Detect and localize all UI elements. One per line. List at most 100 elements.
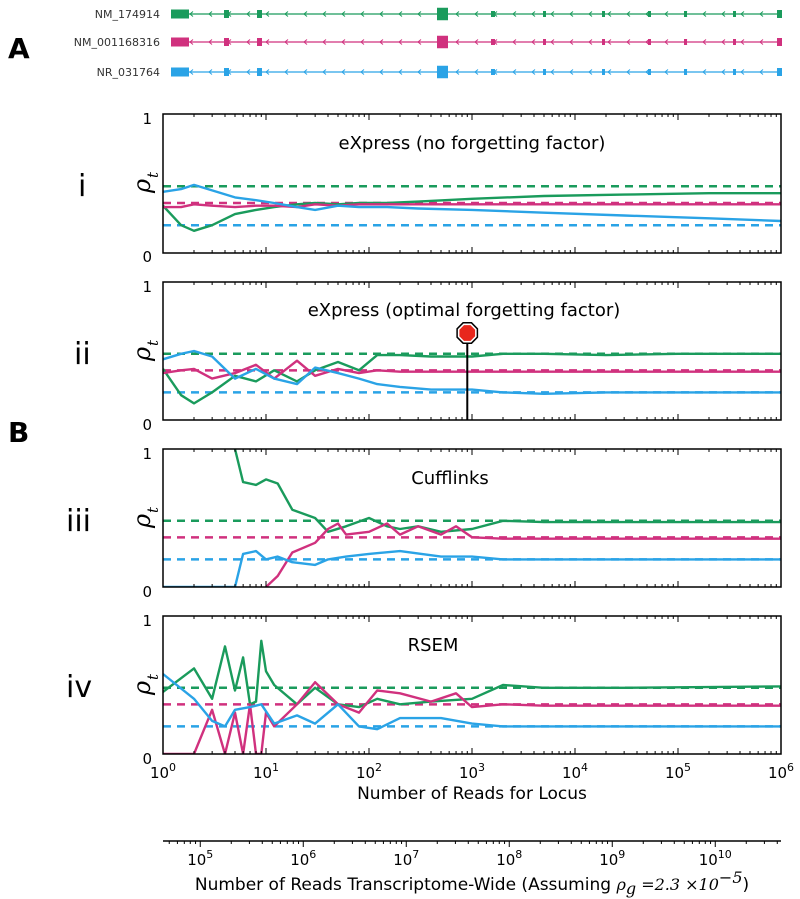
transcript-1: NM_001168316 <box>74 35 782 49</box>
strand-arrow <box>721 39 726 45</box>
y-label-symbol: ρ <box>128 179 156 194</box>
strand-arrow <box>759 11 764 17</box>
strand-arrow <box>398 11 403 17</box>
strand-arrow <box>455 69 460 75</box>
formula-exponent: −5 <box>719 868 743 887</box>
exon-block <box>733 69 736 75</box>
stop-sign-icon <box>459 325 476 341</box>
exon-block <box>224 10 229 18</box>
strand-arrow <box>379 69 384 75</box>
y-axis-label: ρ t <box>128 171 162 194</box>
series-group <box>163 449 781 587</box>
y-tick-label-bottom: 0 <box>142 750 152 768</box>
strand-arrow <box>664 39 669 45</box>
strand-arrow <box>417 69 422 75</box>
strand-arrow <box>303 69 308 75</box>
x-tick-label: 107 <box>393 848 419 869</box>
plot-area <box>162 615 782 755</box>
strand-arrow <box>569 39 574 45</box>
strand-arrow <box>208 69 213 75</box>
tick-base: 10 <box>150 764 169 782</box>
tick-exponent: 5 <box>684 761 691 774</box>
exon-block <box>733 39 736 45</box>
strand-arrow <box>455 11 460 17</box>
panel-iv: iv ρ t 1 0 RSEM <box>66 612 782 768</box>
locus-x-axis-label: Number of Reads for Locus <box>357 784 587 804</box>
tick-exponent: 5 <box>206 848 213 861</box>
panel-title: RSEM <box>408 635 459 656</box>
strand-arrow <box>664 11 669 17</box>
y-tick-label-top: 1 <box>142 445 152 463</box>
y-label-subscript: t <box>144 673 162 680</box>
strand-arrow <box>474 69 479 75</box>
y-axis-label: ρ t <box>128 339 162 362</box>
strand-arrow <box>322 39 327 45</box>
formula-symbol: ρ <box>615 875 626 894</box>
strand-arrow <box>360 39 365 45</box>
series-group <box>163 183 781 233</box>
formula-subscript: g <box>626 879 636 898</box>
strand-arrow <box>721 69 726 75</box>
strand-arrow <box>740 39 745 45</box>
x-tick-label: 106 <box>768 761 794 782</box>
strand-arrow <box>474 39 479 45</box>
transcriptome-x-axis-label: Number of Reads Transcriptome-Wide (Assu… <box>195 868 749 898</box>
exon-block <box>777 38 782 46</box>
exon-block <box>602 11 605 17</box>
y-label-subscript: t <box>144 339 162 346</box>
panel-number: iv <box>66 670 92 705</box>
strand-arrow <box>265 11 270 17</box>
exon-block <box>648 11 651 17</box>
strand-arrow <box>512 11 517 17</box>
strand-arrow <box>607 69 612 75</box>
exon-block <box>543 39 546 45</box>
strand-arrow <box>607 11 612 17</box>
panel-number: iii <box>66 504 91 539</box>
strand-arrow <box>721 11 726 17</box>
strand-arrow <box>531 39 536 45</box>
strand-arrow <box>588 11 593 17</box>
exon-block <box>648 69 651 75</box>
strand-arrow <box>208 39 213 45</box>
series-line <box>163 639 781 709</box>
gene-track <box>171 7 782 21</box>
exon-block <box>224 68 229 76</box>
exon-block <box>171 9 189 19</box>
y-axis-label: ρ t <box>128 506 162 529</box>
strand-arrow <box>379 11 384 17</box>
exon-block <box>733 11 736 17</box>
strand-arrow <box>303 11 308 17</box>
strand-arrow <box>379 39 384 45</box>
tick-base: 10 <box>562 764 581 782</box>
series-line <box>233 449 781 533</box>
exon-block <box>257 38 262 46</box>
x-tick-label: 100 <box>150 761 176 782</box>
strand-arrow <box>702 69 707 75</box>
tick-base: 10 <box>393 851 412 869</box>
strand-arrow <box>322 11 327 17</box>
strand-arrow <box>246 39 251 45</box>
y-tick-label-bottom: 0 <box>142 248 152 266</box>
y-tick-label-top: 1 <box>142 278 152 296</box>
x-tick-label: 102 <box>356 761 382 782</box>
series-line <box>163 191 781 233</box>
strand-arrow <box>607 39 612 45</box>
series-line <box>163 349 781 395</box>
series-line <box>163 673 781 731</box>
tick-base: 10 <box>253 764 272 782</box>
panel-title: Cufflinks <box>411 468 489 489</box>
strand-arrow <box>284 69 289 75</box>
x-tick-label: 104 <box>562 761 588 782</box>
tick-exponent: 7 <box>412 848 419 861</box>
locus-x-ticks: 100 101 102 103 104 105 106 <box>150 761 794 782</box>
exon-block <box>543 69 546 75</box>
strand-arrow <box>702 39 707 45</box>
exon-block <box>491 11 495 17</box>
y-tick-label-top: 1 <box>142 110 152 128</box>
exon-block <box>543 11 546 17</box>
gene-models: NM_174914 NM_001168316 NR_031764 <box>74 7 782 79</box>
strand-arrow <box>360 11 365 17</box>
tick-exponent: 8 <box>515 848 522 861</box>
x-tick-label: 105 <box>187 848 213 869</box>
tick-base: 10 <box>699 851 718 869</box>
